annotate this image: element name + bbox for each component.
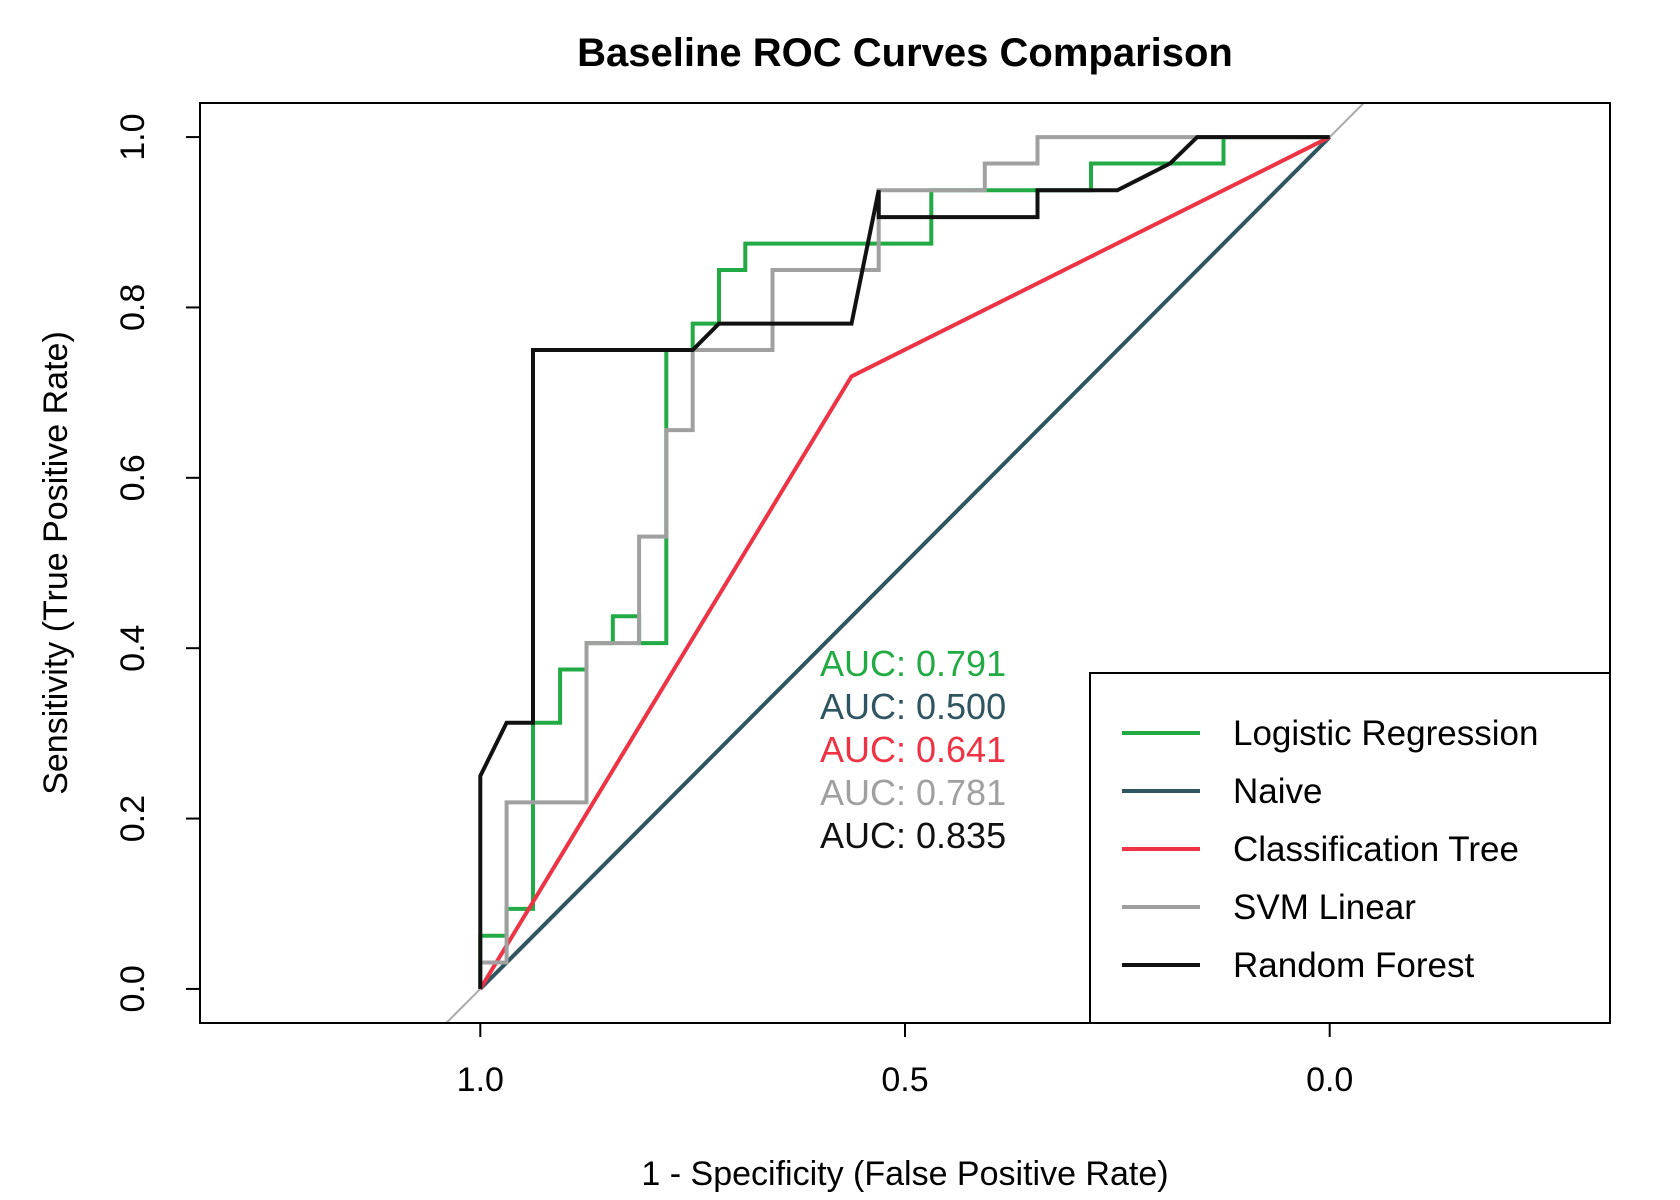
legend-label: SVM Linear bbox=[1233, 888, 1416, 927]
y-tick-label: 0.8 bbox=[114, 284, 152, 331]
x-tick-label: 0.0 bbox=[1306, 1061, 1353, 1099]
y-tick-label: 0.4 bbox=[114, 625, 152, 672]
y-tick-label: 1.0 bbox=[114, 113, 152, 160]
chart-title: Baseline ROC Curves Comparison bbox=[577, 31, 1233, 75]
series-line-classification-tree bbox=[478, 135, 1331, 990]
y-tick-label: 0.6 bbox=[114, 454, 152, 501]
auc-label-random-forest: AUC: 0.835 bbox=[820, 815, 1006, 856]
legend-items: Logistic Regression Naive Classification T… bbox=[1122, 714, 1538, 985]
legend-label: Logistic Regression bbox=[1233, 714, 1538, 753]
legend: Logistic Regression Naive Classification T… bbox=[1089, 672, 1611, 1024]
auc-label-svm-linear: AUC: 0.781 bbox=[820, 772, 1006, 813]
y-axis: 0.0 0.2 0.4 0.6 0.8 1.0 bbox=[114, 113, 200, 1013]
auc-label-classification-tree: AUC: 0.641 bbox=[820, 729, 1006, 770]
auc-label-naive: AUC: 0.500 bbox=[820, 686, 1006, 727]
series-line-random-forest bbox=[478, 135, 1330, 989]
y-tick-label: 0.2 bbox=[114, 795, 152, 842]
x-tick-label: 1.0 bbox=[457, 1061, 504, 1099]
y-axis-label: Sensitivity (True Positive Rate) bbox=[37, 331, 75, 795]
series-line-naive bbox=[478, 135, 1332, 991]
legend-label: Random Forest bbox=[1233, 946, 1474, 985]
x-tick-label: 0.5 bbox=[881, 1061, 928, 1099]
auc-label-logistic-regression: AUC: 0.791 bbox=[820, 643, 1006, 684]
legend-label: Classification Tree bbox=[1233, 830, 1519, 869]
x-axis-label: 1 - Specificity (False Positive Rate) bbox=[641, 1155, 1168, 1193]
series-line-svm-linear bbox=[478, 135, 1330, 989]
legend-label: Naive bbox=[1233, 772, 1322, 811]
y-tick-label: 0.0 bbox=[114, 965, 152, 1012]
series-layer bbox=[478, 135, 1332, 991]
